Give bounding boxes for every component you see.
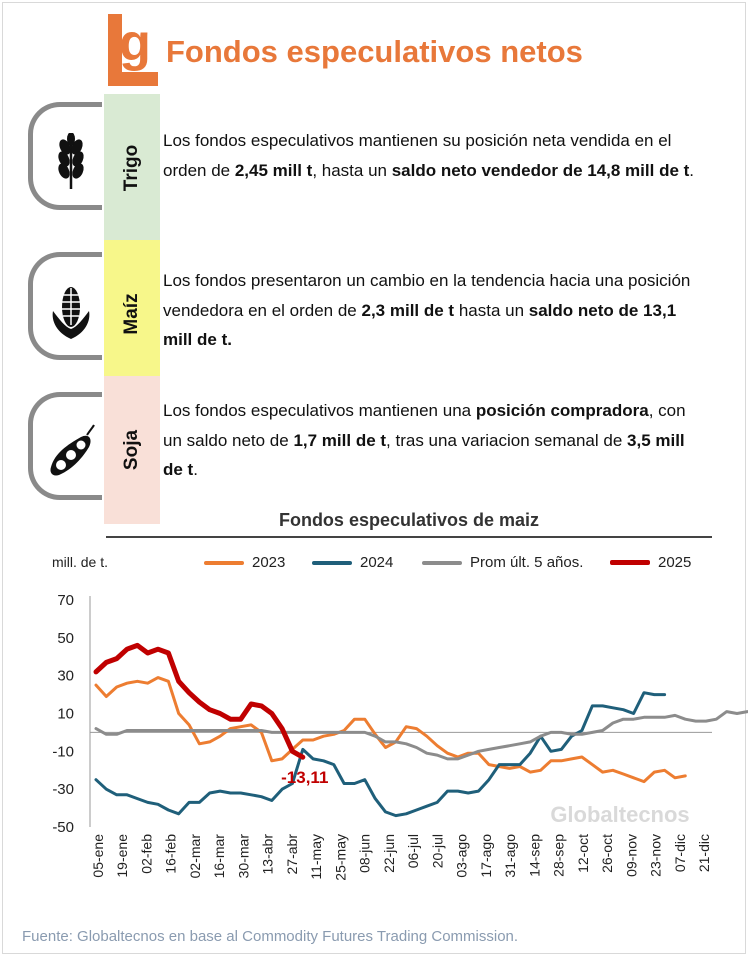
legend-item-prom: Prom últ. 5 años.	[422, 554, 583, 571]
crop-text-segment: Los fondos especulativos mantienen su po…	[163, 131, 672, 180]
crop-text-soja: Los fondos especulativos mantienen una p…	[163, 396, 708, 485]
page-title: Fondos especulativos netos	[166, 34, 583, 69]
icon-frame	[28, 392, 102, 500]
legend-item-2025: 2025	[610, 554, 691, 571]
crop-text-segment: Los fondos especulativos mantienen una	[163, 401, 476, 420]
crop-text-segment: Los fondos presentaron un cambio en la t…	[163, 271, 691, 320]
crop-text-maiz: Los fondos presentaron un cambio en la t…	[163, 266, 708, 355]
crop-tag-trigo: Trigo	[104, 94, 160, 242]
crop-text-segment: .	[689, 160, 695, 180]
crop-text-segment: , con un saldo neto de	[163, 401, 686, 450]
chart-title: Fondos especulativos de maiz	[278, 510, 540, 530]
legend-swatch	[610, 560, 650, 565]
crop-text-segment: 2,45 mill t	[234, 160, 313, 180]
crop-text-segment: 1,7 mill de t	[293, 430, 387, 450]
globaltecnos-logo: g	[108, 14, 158, 86]
legend-swatch	[422, 560, 462, 565]
icon-frame	[28, 102, 102, 210]
crop-text-segment: , tras una variacion semanal de	[386, 430, 628, 450]
chart-title-rule	[106, 536, 712, 538]
crop-tag-maiz: Maíz	[104, 240, 160, 388]
legend-item-2023: 2023	[204, 554, 285, 571]
legend-swatch	[204, 560, 244, 565]
legend-item-2024: 2024	[312, 554, 393, 571]
crop-text-trigo: Los fondos especulativos mantienen su po…	[163, 126, 708, 185]
soybean-icon	[50, 424, 95, 476]
source-note: Fuente: Globaltecnos en base al Commodit…	[22, 928, 519, 945]
legend-swatch	[312, 560, 352, 565]
y-axis-unit: mill. de t.	[52, 554, 109, 570]
crop-text-segment: saldo neto de 13,1 mill de t.	[163, 300, 677, 350]
crop-text-segment: , hasta un	[312, 160, 392, 180]
crop-tag-soja: Soja	[104, 376, 160, 524]
crop-text-segment: posición compradora	[475, 401, 649, 420]
crop-text-segment: .	[193, 460, 198, 479]
icon-frame	[28, 252, 102, 360]
crop-text-segment: saldo neto vendedor de 14,8 mill de t	[391, 160, 690, 180]
logo-letter: g	[119, 14, 151, 72]
corn-icon	[52, 287, 90, 339]
header: g Fondos especulativos netos	[108, 14, 728, 86]
crop-text-segment: 2,3 mill de t	[361, 300, 455, 320]
crop-text-segment: hasta un	[454, 300, 529, 320]
wheat-icon	[58, 133, 84, 189]
crop-text-segment: 3,5 mill de t	[163, 430, 685, 480]
